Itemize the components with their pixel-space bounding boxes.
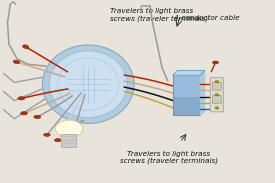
- Bar: [173, 97, 200, 115]
- Ellipse shape: [21, 112, 28, 115]
- Text: 4-conductor cable: 4-conductor cable: [174, 15, 240, 21]
- Ellipse shape: [13, 60, 20, 64]
- Circle shape: [215, 80, 219, 83]
- FancyBboxPatch shape: [61, 135, 77, 147]
- Polygon shape: [173, 71, 205, 75]
- Ellipse shape: [56, 120, 83, 137]
- Ellipse shape: [54, 139, 61, 142]
- Ellipse shape: [23, 45, 29, 49]
- FancyBboxPatch shape: [210, 78, 223, 112]
- Ellipse shape: [18, 97, 25, 100]
- Ellipse shape: [44, 133, 50, 136]
- Ellipse shape: [42, 45, 134, 124]
- Polygon shape: [200, 71, 205, 115]
- Ellipse shape: [213, 61, 219, 64]
- Circle shape: [215, 107, 219, 109]
- FancyBboxPatch shape: [213, 95, 221, 103]
- Text: Travelers to light brass
screws (traveler terminals): Travelers to light brass screws (travele…: [110, 8, 208, 22]
- Ellipse shape: [49, 51, 127, 118]
- Bar: [173, 75, 200, 115]
- Ellipse shape: [34, 115, 41, 119]
- Circle shape: [215, 94, 219, 96]
- FancyBboxPatch shape: [213, 82, 221, 90]
- Text: Travelers to light brass
screws (traveler terminals): Travelers to light brass screws (travele…: [120, 151, 218, 164]
- Ellipse shape: [66, 142, 73, 145]
